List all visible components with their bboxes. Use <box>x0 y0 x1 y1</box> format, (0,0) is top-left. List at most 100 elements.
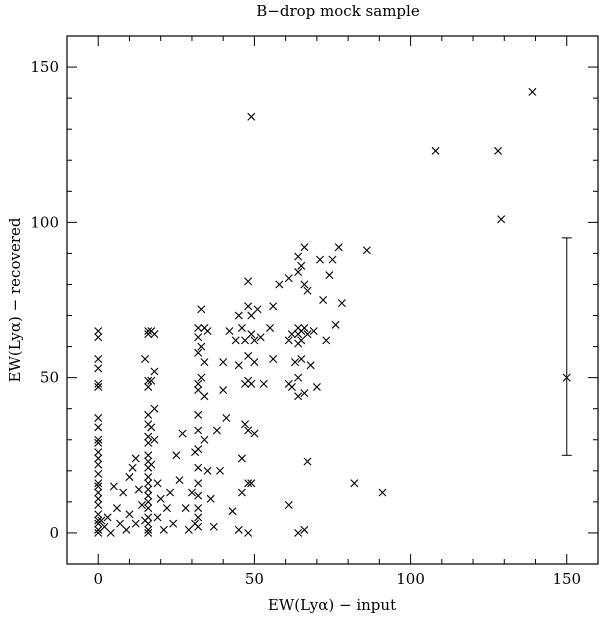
data-point <box>378 488 387 497</box>
axis-ticks: 0 50 100 150 0 50 100 150 <box>30 36 598 588</box>
data-point <box>287 382 296 391</box>
data-point <box>300 525 309 534</box>
data-point <box>144 473 153 482</box>
data-point <box>144 451 153 460</box>
data-point <box>194 410 203 419</box>
data-point <box>172 451 181 460</box>
data-point <box>94 454 103 463</box>
data-point <box>247 479 256 488</box>
data-point <box>219 386 228 395</box>
data-point <box>156 494 165 503</box>
data-point <box>331 320 340 329</box>
data-point <box>150 367 159 376</box>
data-point <box>94 355 103 364</box>
data-point <box>194 513 203 522</box>
data-point <box>300 323 309 332</box>
data-point <box>125 510 134 519</box>
data-point <box>144 376 153 385</box>
x-tick-label: 150 <box>552 570 581 588</box>
x-tick-label: 0 <box>93 570 103 588</box>
y-axis-title: EW(Lyα) − recovered <box>6 217 24 382</box>
data-point <box>144 504 153 513</box>
data-point <box>94 460 103 469</box>
data-point <box>122 525 131 534</box>
plot-frame <box>66 35 599 565</box>
data-point <box>94 435 103 444</box>
data-point <box>94 482 103 491</box>
data-point <box>94 494 103 503</box>
data-point <box>216 466 225 475</box>
data-point <box>159 525 168 534</box>
data-point <box>94 438 103 447</box>
data-point <box>94 448 103 457</box>
data-point <box>203 466 212 475</box>
data-point <box>94 469 103 478</box>
data-point <box>194 426 203 435</box>
data-point <box>306 361 315 370</box>
data-point <box>297 336 306 345</box>
data-point <box>94 333 103 342</box>
data-point <box>269 355 278 364</box>
chart-title: B−drop mock sample <box>256 2 420 20</box>
data-point <box>244 479 253 488</box>
data-point <box>253 305 262 314</box>
data-point <box>119 488 128 497</box>
data-point <box>222 414 231 423</box>
y-tick-label: 50 <box>40 369 59 387</box>
data-point <box>194 491 203 500</box>
data-point <box>234 311 243 320</box>
data-point <box>94 528 103 537</box>
data-point <box>297 355 306 364</box>
data-point <box>247 330 256 339</box>
data-point <box>194 379 203 388</box>
data-point <box>237 454 246 463</box>
data-point <box>234 525 243 534</box>
data-point <box>244 426 253 435</box>
data-point <box>300 280 309 289</box>
data-point <box>294 373 303 382</box>
data-point <box>303 330 312 339</box>
data-point <box>194 445 203 454</box>
data-point <box>303 457 312 466</box>
data-point <box>94 364 103 373</box>
data-point <box>322 336 331 345</box>
data-point <box>319 296 328 304</box>
data-point <box>250 358 259 367</box>
data-point <box>209 522 218 531</box>
data-point <box>150 404 159 413</box>
data-point <box>144 519 153 528</box>
data-point <box>350 479 359 488</box>
data-point <box>297 261 306 270</box>
data-point <box>144 528 153 537</box>
data-point <box>94 500 103 509</box>
data-point <box>337 299 346 308</box>
data-point <box>144 438 153 447</box>
data-point <box>284 500 293 509</box>
data-point <box>150 330 159 339</box>
data-point <box>197 373 206 382</box>
data-point <box>144 497 153 506</box>
data-point <box>153 479 162 488</box>
data-point <box>131 519 140 528</box>
data-point <box>144 410 153 419</box>
data-point <box>94 516 103 525</box>
data-point <box>244 351 253 360</box>
data-point <box>294 528 303 537</box>
data-point <box>203 327 212 336</box>
data-point <box>181 504 190 513</box>
data-point <box>250 336 259 345</box>
data-point <box>194 323 203 332</box>
data-point <box>194 386 203 395</box>
data-point <box>241 336 250 345</box>
data-point <box>94 488 103 497</box>
data-point <box>200 392 209 401</box>
data-point <box>309 327 318 336</box>
data-point <box>237 323 246 332</box>
data-point <box>97 516 106 525</box>
error-bar-marker <box>562 373 571 382</box>
data-point <box>247 379 256 388</box>
data-point <box>94 525 103 534</box>
data-point <box>250 429 259 438</box>
data-point <box>206 494 215 503</box>
y-tick-label: 0 <box>49 524 59 542</box>
